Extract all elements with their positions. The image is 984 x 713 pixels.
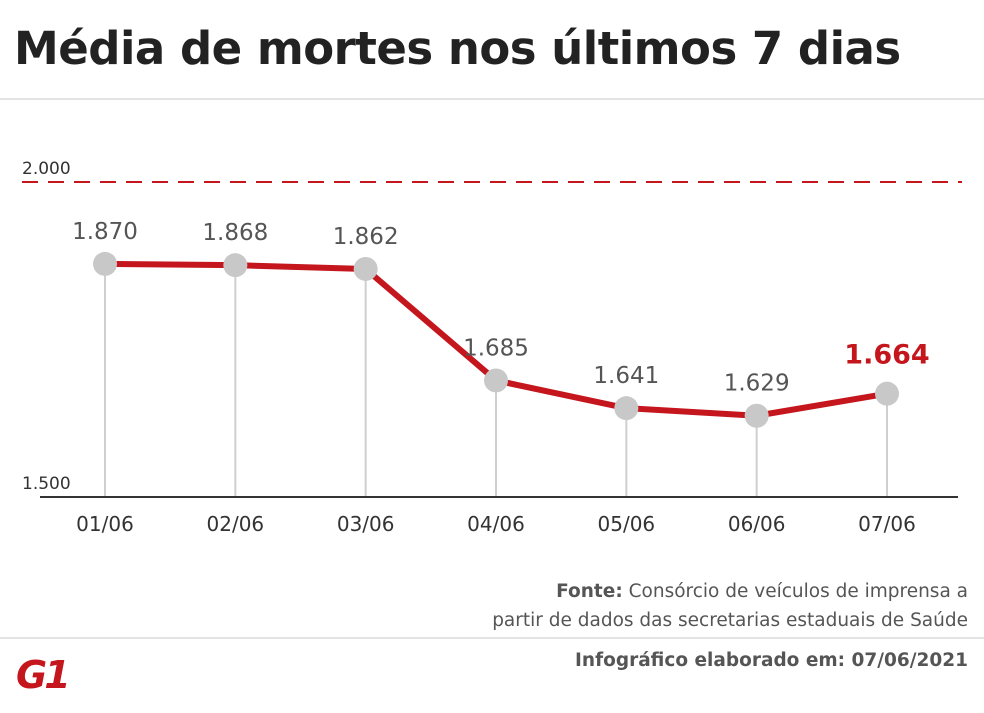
infographic-date: Infográfico elaborado em: 07/06/2021	[575, 650, 968, 671]
y-tick-label: 1.500	[22, 474, 71, 494]
x-tick-label: 03/06	[337, 512, 395, 536]
x-tick-label: 01/06	[76, 512, 134, 536]
data-label: 1.629	[724, 371, 790, 397]
line-chart: 1.500 2.000 1.870 01/06 1.868 02/06 1.862 03/06…	[22, 159, 962, 536]
x-tick-label: 02/06	[207, 512, 265, 536]
source-text-line2: partir de dados das secretarias estaduai…	[492, 610, 968, 631]
data-label: 1.870	[72, 219, 138, 245]
g1-logo-text: G1	[16, 654, 68, 694]
x-tick-label: 07/06	[858, 512, 916, 536]
x-tick-label: 06/06	[728, 512, 786, 536]
data-label: 1.868	[202, 220, 268, 246]
x-tick-label: 04/06	[467, 512, 525, 536]
source-note: Fonte: Consórcio de veículos de imprensa…	[492, 577, 968, 635]
source-text-line1: Consórcio de veículos de imprensa a	[628, 581, 968, 602]
data-point	[744, 403, 769, 428]
data-point	[353, 256, 378, 281]
data-point	[223, 253, 248, 278]
data-point	[875, 381, 899, 406]
data-label: 1.664	[844, 340, 929, 371]
data-label: 1.641	[593, 363, 659, 389]
title-divider	[0, 98, 984, 100]
data-label: 1.862	[333, 224, 399, 250]
source-label: Fonte:	[556, 581, 623, 602]
x-tick-label: 05/06	[598, 512, 656, 536]
data-point	[614, 396, 639, 421]
footer-divider	[0, 637, 984, 639]
y-tick-label: 2.000	[22, 159, 71, 179]
data-point	[93, 251, 117, 276]
g1-logo: G1	[16, 654, 71, 694]
page-title: Média de mortes nos últimos 7 dias	[14, 22, 901, 75]
data-label: 1.685	[463, 335, 529, 361]
data-point	[484, 368, 508, 393]
